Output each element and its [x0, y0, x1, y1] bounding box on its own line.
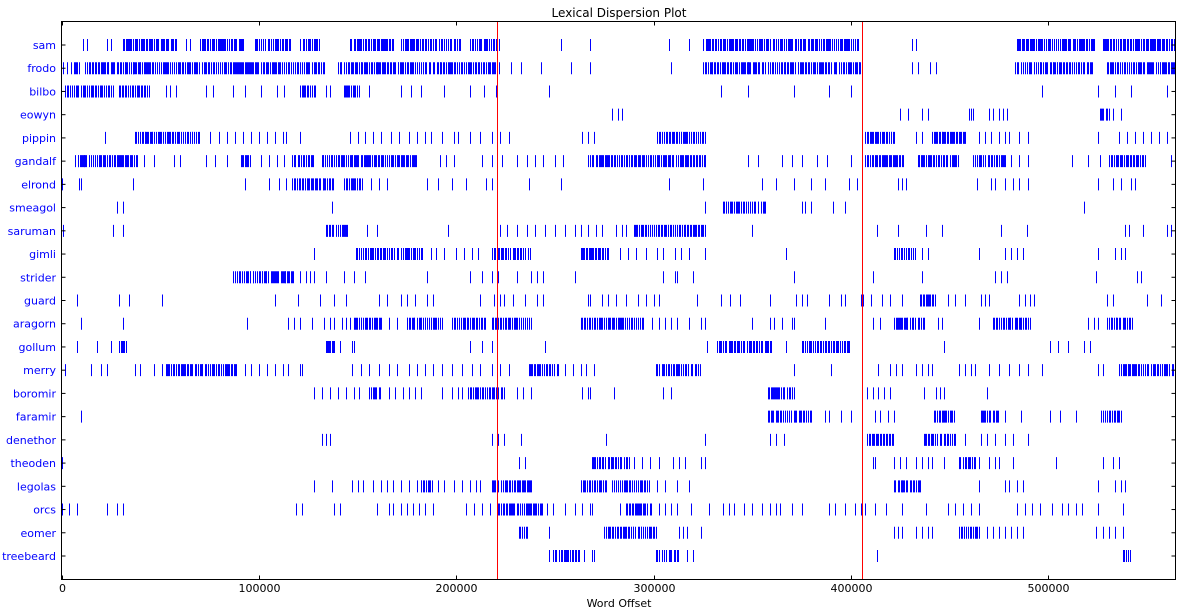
y-tick-label: elrond [21, 178, 56, 191]
y-tick-label: orcs [33, 504, 56, 517]
y-tick-label: eomer [20, 527, 56, 540]
y-tick-label: strider [20, 271, 56, 284]
chart-title: Lexical Dispersion Plot [552, 6, 687, 20]
y-tick-label: bilbo [29, 85, 56, 98]
y-tick-label: saruman [8, 225, 56, 238]
word-row-boromir [314, 387, 988, 400]
x-axis-label: Word Offset [587, 597, 653, 610]
word-row-frodo [63, 62, 1175, 75]
word-row-sam [83, 39, 1175, 51]
word-row-gimli [314, 248, 1126, 261]
word-row-gollum [77, 340, 1091, 353]
word-row-eowyn [612, 108, 1122, 121]
word-row-elrond [62, 178, 1176, 191]
word-row-treebeard [549, 550, 1131, 562]
y-tick-label: gollum [18, 341, 56, 354]
word-row-aragorn [81, 317, 1133, 330]
x-tick-label: 100000 [239, 582, 281, 595]
x-tick-label: 200000 [436, 582, 478, 595]
word-row-saruman [63, 224, 1172, 237]
y-tick-label: denethor [6, 434, 57, 447]
word-row-merry [65, 364, 1174, 377]
word-row-strider [233, 271, 1176, 284]
word-row-guard [77, 294, 1162, 307]
y-tick-label: treebeard [2, 550, 56, 563]
plot-frame [61, 21, 1176, 580]
y-tick-label: smeagol [9, 202, 56, 215]
y-tick-label: sam [33, 39, 56, 52]
x-tick-label: 500000 [1028, 582, 1070, 595]
word-row-gandalf [75, 155, 1176, 168]
y-tick-label: eowyn [20, 109, 56, 122]
y-tick-label: faramir [16, 411, 57, 424]
word-row-smeagol [117, 201, 1085, 214]
reference-lines [497, 21, 863, 580]
y-tick-label: aragorn [13, 318, 56, 331]
word-row-orcs [62, 503, 1124, 516]
x-tick-label: 0 [59, 582, 66, 595]
occurrence-marks [62, 39, 1176, 562]
word-row-denethor [322, 433, 1029, 446]
y-tick-label: gimli [29, 248, 56, 261]
y-tick-label: boromir [13, 387, 56, 400]
word-row-theoden [62, 457, 1120, 470]
word-row-bilbo [65, 85, 1176, 98]
y-tick-label: merry [23, 364, 56, 377]
x-axis: 0 100000 200000 300000 400000 500000 [59, 21, 1070, 595]
y-tick-label: theoden [10, 457, 56, 470]
y-tick-label: legolas [17, 480, 56, 493]
x-tick-label: 400000 [831, 582, 873, 595]
y-tick-label: pippin [22, 132, 56, 145]
y-tick-label: frodo [27, 62, 56, 75]
word-row-pippin [105, 131, 1176, 144]
x-tick-label: 300000 [634, 582, 676, 595]
word-row-eomer [519, 526, 1124, 539]
y-tick-label: guard [24, 295, 56, 308]
word-row-faramir [81, 410, 1122, 423]
word-row-legolas [314, 480, 1126, 493]
y-tick-label: gandalf [15, 155, 57, 168]
y-axis: sam frodo bilbo eowyn pippin gandalf elrond sme… [2, 39, 1176, 563]
